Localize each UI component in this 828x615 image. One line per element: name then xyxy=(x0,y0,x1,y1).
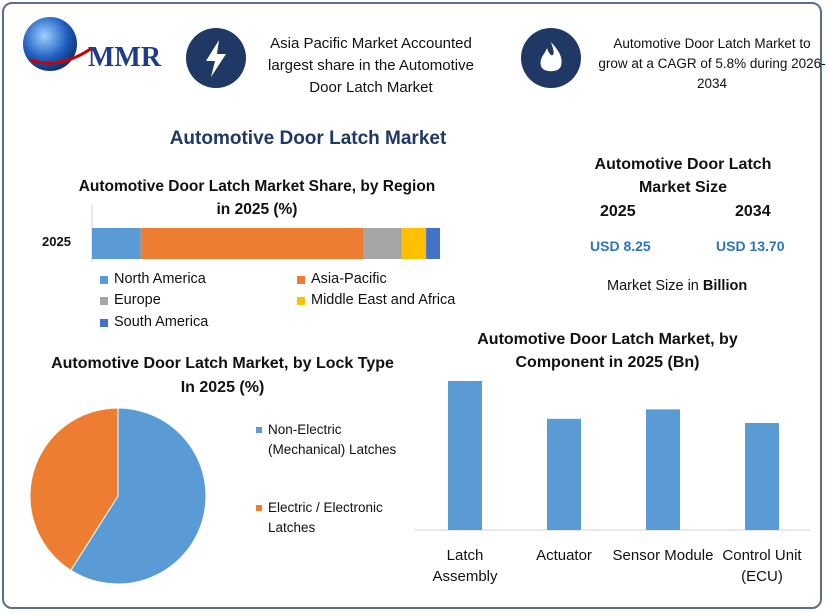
logo-swoosh xyxy=(29,46,93,65)
bar xyxy=(448,381,482,530)
x-tick-label: Latch Assembly xyxy=(432,547,498,585)
note: Market Size in Billion xyxy=(607,278,747,294)
legend-label: Europe xyxy=(114,292,161,308)
year: 2025 xyxy=(600,203,636,220)
x-tick-label: Sensor Module xyxy=(612,547,714,564)
bar-segment xyxy=(401,228,427,259)
bolt xyxy=(206,40,226,77)
bar xyxy=(745,422,779,530)
year: 2034 xyxy=(735,203,771,220)
bar-segment xyxy=(92,228,141,259)
chart-title: Automotive Door Latch Market, by Lock Ty… xyxy=(51,355,394,396)
legend-swatch xyxy=(100,297,108,305)
x-tick-label: Control Unit (ECU) xyxy=(722,547,802,585)
legend-swatch xyxy=(256,505,262,511)
legend-label: Asia-Pacific xyxy=(311,271,387,287)
legend-swatch xyxy=(100,319,108,327)
legend-label: Middle East and Africa xyxy=(311,292,456,308)
bar xyxy=(547,418,581,530)
bar-segment xyxy=(363,228,402,259)
note-unit: Billion xyxy=(702,278,748,294)
logo-text: MMR xyxy=(88,42,162,73)
legend-swatch xyxy=(297,297,305,305)
frame xyxy=(2,2,822,609)
market-size-title: Automotive Door Latch Market Size xyxy=(594,156,772,196)
highlight: Automotive Door Latch Market to grow at … xyxy=(598,36,826,91)
legend-label: Electric / Electronic Latches xyxy=(268,500,383,535)
legend-swatch xyxy=(100,276,108,284)
category-label: 2025 xyxy=(42,234,71,249)
logo-globe xyxy=(23,17,77,71)
chart-title: Automotive Door Latch Market Share, by R… xyxy=(78,178,436,218)
chart-title: Automotive Door Latch Market, by Compone… xyxy=(477,331,738,371)
x-tick-label: Actuator xyxy=(536,547,592,564)
pie-slice xyxy=(70,407,207,585)
legend-label: South America xyxy=(114,314,209,330)
main-title: Automotive Door Latch Market xyxy=(169,128,447,149)
market-value: USD 13.70 xyxy=(716,238,785,254)
market-value: USD 8.25 xyxy=(590,238,651,254)
legend-swatch xyxy=(256,427,262,433)
legend-swatch xyxy=(297,276,305,284)
bar-segment xyxy=(140,228,364,259)
legend-label: North America xyxy=(114,271,206,287)
highlight: Asia Pacific Market Accounted largest sh… xyxy=(268,35,474,96)
note-text: Market Size in xyxy=(607,278,699,294)
bar-segment xyxy=(426,228,440,259)
pie-slice xyxy=(29,407,119,571)
flame xyxy=(540,42,562,72)
legend-label: Non-Electric (Mechanical) Latches xyxy=(268,422,397,457)
bar xyxy=(646,409,680,530)
